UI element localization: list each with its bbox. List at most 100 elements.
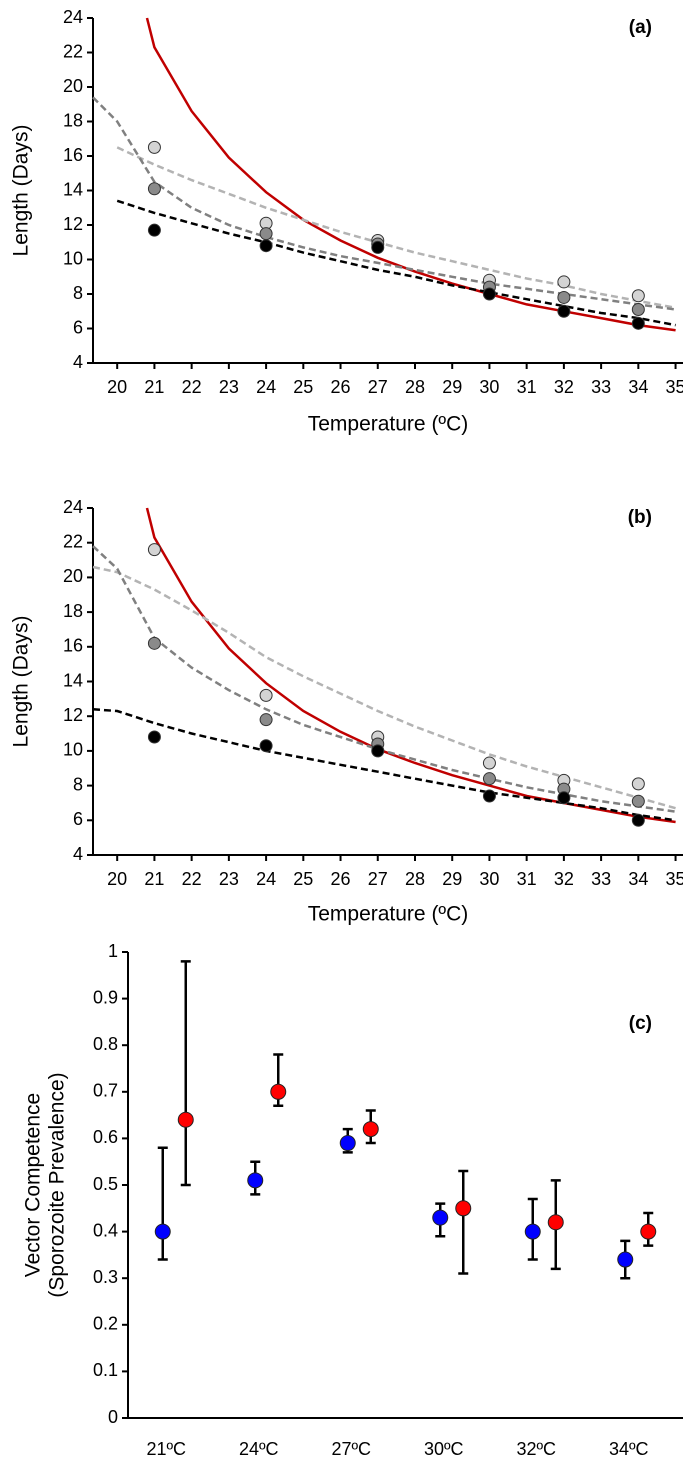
y-tick-label: 6 xyxy=(73,317,83,337)
fit-line xyxy=(92,565,676,810)
y-tick-label: 0.5 xyxy=(93,1174,118,1194)
data-point xyxy=(147,182,161,196)
data-point xyxy=(631,794,645,808)
data-point xyxy=(371,240,385,254)
x-tick-label: 24 xyxy=(256,869,276,889)
x-tick-label: 21 xyxy=(144,377,164,397)
x-tick-label: 21ºC xyxy=(146,1439,186,1459)
x-tick-label: 26 xyxy=(331,377,351,397)
y-tick-label: 10 xyxy=(63,740,83,760)
y-tick-label: 14 xyxy=(63,179,83,199)
data-point xyxy=(631,813,645,827)
y-tick-label: 18 xyxy=(63,601,83,621)
data-point xyxy=(482,789,496,803)
x-tick-label: 35 xyxy=(666,869,683,889)
x-tick-label: 31 xyxy=(517,377,537,397)
x-tick-label: 28 xyxy=(405,869,425,889)
y-tick-label: 6 xyxy=(73,809,83,829)
x-tick-label: 22 xyxy=(182,377,202,397)
fit-line xyxy=(92,708,676,822)
y-tick-label: 12 xyxy=(63,705,83,725)
y-tick-label: 12 xyxy=(63,214,83,234)
y-tick-label: 0.4 xyxy=(93,1220,118,1240)
x-tick-label: 32 xyxy=(554,377,574,397)
x-tick-label: 21 xyxy=(144,869,164,889)
data-point xyxy=(482,287,496,301)
x-tick-label: 27ºC xyxy=(331,1439,371,1459)
x-tick-label: 30 xyxy=(479,869,499,889)
data-point xyxy=(524,1223,541,1240)
data-point xyxy=(259,239,273,253)
y-tick-label: 24 xyxy=(63,497,83,517)
error-bar xyxy=(180,960,191,1187)
x-tick-label: 25 xyxy=(293,869,313,889)
x-tick-label: 27 xyxy=(368,869,388,889)
y-tick-label: 0.6 xyxy=(93,1127,118,1147)
y-tick-label: 20 xyxy=(63,76,83,96)
data-point xyxy=(147,223,161,237)
x-tick-label: 34ºC xyxy=(609,1439,649,1459)
data-point xyxy=(482,756,496,770)
x-tick-label: 20 xyxy=(107,377,127,397)
data-point xyxy=(640,1223,657,1240)
fit-line xyxy=(145,507,676,824)
x-tick-label: 30ºC xyxy=(424,1439,464,1459)
y-tick-label: 1 xyxy=(108,941,118,961)
data-point xyxy=(147,140,161,154)
data-point xyxy=(432,1209,449,1226)
x-tick-label: 33 xyxy=(591,377,611,397)
y-tick-label: 24 xyxy=(63,7,83,27)
data-point xyxy=(455,1200,472,1217)
data-point xyxy=(147,636,161,650)
x-tick-label: 20 xyxy=(107,869,127,889)
x-tick-label: 30 xyxy=(479,377,499,397)
y-axis-title: Length (Days) xyxy=(10,125,33,257)
data-point xyxy=(617,1251,634,1268)
x-axis-title: Temperature (ºC) xyxy=(308,413,469,436)
y-tick-label: 0.7 xyxy=(93,1081,118,1101)
data-point xyxy=(557,290,571,304)
error-bar xyxy=(458,1169,469,1275)
y-tick-label: 10 xyxy=(63,248,83,268)
fit-line xyxy=(145,17,676,332)
x-tick-label: 27 xyxy=(368,377,388,397)
panel-label: (a) xyxy=(629,17,652,38)
data-point xyxy=(147,730,161,744)
y-tick-label: 0.2 xyxy=(93,1314,118,1334)
x-tick-label: 31 xyxy=(517,869,537,889)
x-tick-label: 25 xyxy=(293,377,313,397)
y-tick-label: 4 xyxy=(73,352,83,372)
y-axis-title: Length (Days) xyxy=(10,616,33,748)
x-axis-title: Temperature (ºC) xyxy=(308,903,469,926)
data-point xyxy=(177,1111,194,1128)
data-point xyxy=(631,289,645,303)
data-point xyxy=(154,1223,171,1240)
y-tick-label: 22 xyxy=(63,531,83,551)
x-tick-label: 23 xyxy=(219,869,239,889)
x-tick-label: 35 xyxy=(666,377,683,397)
y-tick-label: 14 xyxy=(63,670,83,690)
data-point xyxy=(557,275,571,289)
y-tick-label: 22 xyxy=(63,41,83,61)
data-point xyxy=(631,777,645,791)
x-tick-label: 23 xyxy=(219,377,239,397)
data-point xyxy=(631,303,645,317)
x-tick-label: 34 xyxy=(628,377,648,397)
data-point xyxy=(270,1083,287,1100)
data-point xyxy=(259,227,273,241)
x-tick-label: 29 xyxy=(442,377,462,397)
y-tick-label: 4 xyxy=(73,844,83,864)
data-point xyxy=(247,1172,264,1189)
data-point xyxy=(259,688,273,702)
data-point xyxy=(339,1135,356,1152)
fit-line xyxy=(116,146,676,310)
data-point xyxy=(362,1121,379,1138)
y-tick-label: 0.9 xyxy=(93,987,118,1007)
y-axis-title: (Sporozoite Prevalence) xyxy=(46,1072,69,1297)
data-point xyxy=(259,713,273,727)
x-tick-label: 34 xyxy=(628,869,648,889)
error-bar xyxy=(157,1146,168,1261)
data-point xyxy=(557,304,571,318)
